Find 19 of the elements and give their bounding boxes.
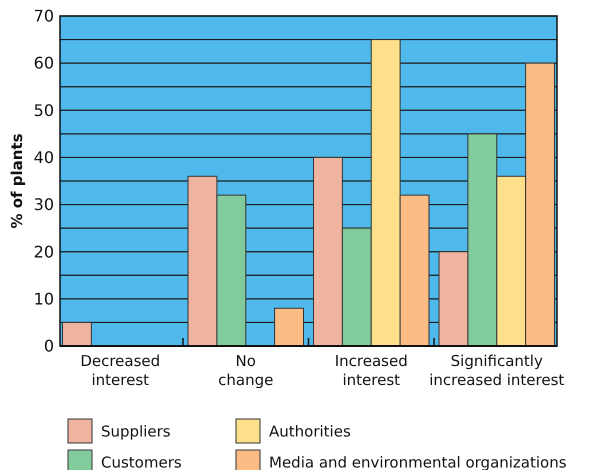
y-tick-label: 30 [34,195,54,214]
legend-label: Authorities [269,422,351,440]
y-tick-label: 50 [34,100,54,120]
x-tick-label: Significantly increased interest [429,352,564,389]
x-tick-label: Increased interest [334,352,408,389]
y-axis-title: % of plants [8,133,26,229]
y-tick-label: 10 [34,289,54,308]
y-tick-label: 40 [34,148,54,168]
x-tick-label: No change [218,352,274,389]
legend-label: Media and environmental organizations [269,453,567,470]
y-tick-label: 0 [44,336,54,356]
bar [274,308,304,346]
legend-label: Customers [101,453,182,470]
y-tick-label: 60 [34,54,54,73]
y-tick-label: 20 [34,242,54,262]
x-tick-label: Decreased interest [80,352,160,389]
legend-label: Suppliers [101,422,171,440]
bar [62,322,92,346]
y-tick-label: 70 [34,6,54,26]
